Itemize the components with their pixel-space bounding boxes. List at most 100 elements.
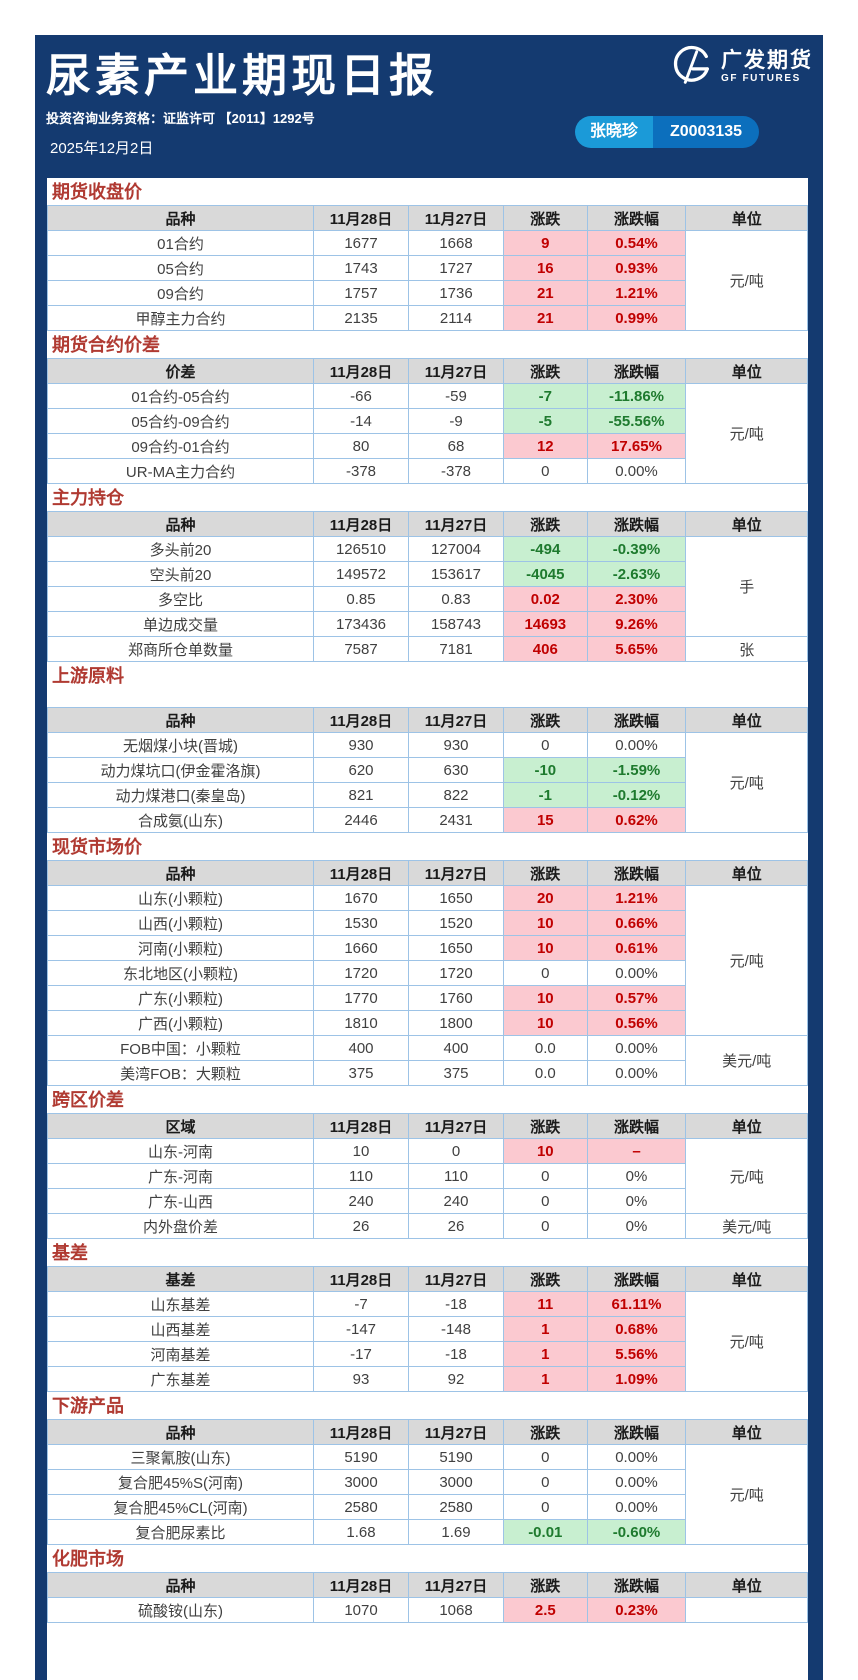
col-header: 涨跌幅	[586, 1113, 687, 1139]
cell-day2: 1668	[408, 230, 504, 256]
cell-label: 广东(小颗粒)	[47, 985, 314, 1011]
col-header-label: 区域	[47, 1113, 314, 1139]
cell-day1: 375	[313, 1060, 409, 1086]
cell-label: 广西(小颗粒)	[47, 1010, 314, 1036]
cell-change-pct: 0.00%	[586, 1035, 687, 1061]
cell-unit: 手	[685, 536, 808, 637]
cell-unit: 美元/吨	[685, 1035, 808, 1086]
col-header: 涨跌幅	[586, 1266, 687, 1292]
cell-change-pct: 5.56%	[586, 1341, 687, 1367]
cell-label: FOB中国：小颗粒	[47, 1035, 314, 1061]
cell-day1: 1770	[313, 985, 409, 1011]
section-title: 期货合约价差	[52, 335, 160, 355]
col-header: 单位	[685, 1572, 808, 1598]
cell-change-pct: -0.39%	[586, 536, 687, 562]
cell-day1: 5190	[313, 1444, 409, 1470]
analyst-badge: 张晓珍 Z0003135	[574, 116, 759, 148]
data-table: 品种 11月28日 11月27日 涨跌 涨跌幅 单位 三聚氰胺(山东) 5190 5190 0 0.…	[47, 1419, 808, 1545]
col-header: 11月27日	[408, 1419, 504, 1445]
cell-change: -1	[503, 782, 588, 808]
report-header: 尿素产业期现日报 投资咨询业务资格：证监许可 【2011】1292号 2025年…	[35, 35, 823, 178]
cell-change: 2.5	[503, 1597, 588, 1623]
cell-label: 山东(小颗粒)	[47, 885, 314, 911]
table-row: 三聚氰胺(山东) 5190 5190 0 0.00% 元/吨	[47, 1444, 808, 1545]
cell-unit: 美元/吨	[685, 1213, 808, 1239]
cell-day2: -378	[408, 458, 504, 484]
brand-name-cn: 广发期货	[721, 49, 813, 72]
cell-change-pct: 2.30%	[586, 586, 687, 612]
cell-change: 10	[503, 910, 588, 936]
cell-label: 05合约	[47, 255, 314, 281]
data-table: 区域 11月28日 11月27日 涨跌 涨跌幅 单位 山东-河南 10 0 10– 元/吨 广东-河南…	[47, 1113, 808, 1239]
cell-day2: 158743	[408, 611, 504, 637]
cell-day1: 173436	[313, 611, 409, 637]
col-header: 涨跌幅	[586, 205, 687, 231]
cell-day2: 822	[408, 782, 504, 808]
col-header: 单位	[685, 1419, 808, 1445]
col-header: 11月27日	[408, 511, 504, 537]
cell-day2: 400	[408, 1035, 504, 1061]
cell-label: 甲醇主力合约	[47, 305, 314, 331]
data-table: 品种 11月28日 11月27日 涨跌 涨跌幅 单位 硫酸铵(山东) 1070 1068 2.5 0…	[47, 1572, 808, 1623]
table-row: 无烟煤小块(晋城) 930 930 0 0.00% 元/吨	[47, 732, 808, 833]
col-header: 涨跌幅	[586, 358, 687, 384]
col-header: 涨跌	[503, 358, 588, 384]
cell-change: 14693	[503, 611, 588, 637]
cell-label: 广东-山西	[47, 1188, 314, 1214]
col-header: 单位	[685, 1266, 808, 1292]
cell-day2: 153617	[408, 561, 504, 587]
cell-change: 10	[503, 985, 588, 1011]
table-row: 合成氨(山东) 2446 2431 15 0.62%	[47, 807, 808, 833]
table-row: 复合肥45%CL(河南) 2580 2580 0 0.00%	[47, 1494, 808, 1520]
cell-day2: 2580	[408, 1494, 504, 1520]
cell-label: 广东-河南	[47, 1163, 314, 1189]
cell-label: 05合约-09合约	[47, 408, 314, 434]
cell-change: 21	[503, 305, 588, 331]
cell-unit: 元/吨	[685, 1444, 808, 1545]
cell-day2: 2431	[408, 807, 504, 833]
cell-label: 动力煤坑口(伊金霍洛旗)	[47, 757, 314, 783]
section-title: 化肥市场	[52, 1549, 124, 1569]
table-row: 广东(小颗粒) 1770 1760 10 0.57%	[47, 985, 808, 1011]
cell-change: 10	[503, 1138, 588, 1164]
cell-change: -7	[503, 383, 588, 409]
table-row: 05合约-09合约 -14 -9 -5 -55.56%	[47, 408, 808, 434]
cell-change: 0.0	[503, 1060, 588, 1086]
table-header-row: 区域 11月28日 11月27日 涨跌 涨跌幅 单位	[47, 1113, 808, 1139]
cell-label: 三聚氰胺(山东)	[47, 1444, 314, 1470]
cell-change-pct: 0.23%	[586, 1597, 687, 1623]
cell-day1: 93	[313, 1366, 409, 1392]
cell-day1: 930	[313, 732, 409, 758]
data-table: 价差 11月28日 11月27日 涨跌 涨跌幅 单位 01合约-05合约 -66 -59 -7 -1…	[47, 358, 808, 484]
col-header: 11月28日	[313, 860, 409, 886]
table-row: 河南(小颗粒) 1660 1650 10 0.61%	[47, 935, 808, 961]
cell-day1: -17	[313, 1341, 409, 1367]
cell-label: 单边成交量	[47, 611, 314, 637]
cell-change-pct: 0.00%	[586, 1060, 687, 1086]
cell-change-pct: 0.00%	[586, 732, 687, 758]
report-section: 上游原料 品种 11月28日 11月27日 涨跌 涨跌幅 单位 无烟煤小块(晋城) 930 930…	[47, 662, 808, 833]
cell-day2: 5190	[408, 1444, 504, 1470]
cell-change-pct: 0%	[586, 1213, 687, 1239]
col-header: 单位	[685, 1113, 808, 1139]
cell-day1: 2446	[313, 807, 409, 833]
table-row: 山西(小颗粒) 1530 1520 10 0.66%	[47, 910, 808, 936]
cell-change: 1	[503, 1316, 588, 1342]
gf-logo-icon	[668, 44, 714, 90]
section-title: 现货市场价	[52, 837, 142, 857]
cell-day1: 149572	[313, 561, 409, 587]
cell-label: 广东基差	[47, 1366, 314, 1392]
cell-change-pct: 61.11%	[586, 1291, 687, 1317]
cell-change: 0	[503, 960, 588, 986]
cell-label: 09合约-01合约	[47, 433, 314, 459]
report-panel: 尿素产业期现日报 投资咨询业务资格：证监许可 【2011】1292号 2025年…	[35, 35, 823, 1680]
title-gap	[47, 689, 808, 707]
cell-change: 16	[503, 255, 588, 281]
cell-unit: 元/吨	[685, 1291, 808, 1392]
cell-day2: 1650	[408, 935, 504, 961]
cell-label: 复合肥尿素比	[47, 1519, 314, 1545]
cell-day2: 0	[408, 1138, 504, 1164]
section-title: 下游产品	[52, 1396, 124, 1416]
col-header: 涨跌幅	[586, 1419, 687, 1445]
